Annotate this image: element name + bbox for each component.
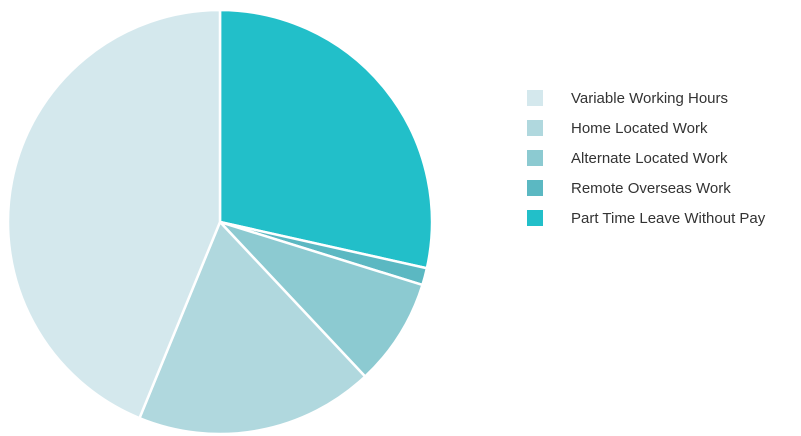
legend-swatch-home-located-work — [527, 120, 543, 136]
legend-item-alternate-located-work: Alternate Located Work — [527, 150, 728, 167]
legend: Variable Working Hours Home Located Work A… — [527, 90, 766, 227]
legend-swatch-remote-overseas-work — [527, 180, 543, 196]
pie-slice-variable-working-hours — [6, 8, 222, 420]
legend-swatch-alternate-located-work — [527, 150, 543, 166]
legend-label-variable-working-hours: Variable Working Hours — [571, 90, 728, 107]
pie-slices — [6, 8, 434, 436]
pie-slice-part-time-leave-without-pay — [218, 8, 434, 270]
legend-item-part-time-leave-without-pay: Part Time Leave Without Pay — [527, 210, 766, 227]
legend-label-part-time-leave-without-pay: Part Time Leave Without Pay — [571, 210, 766, 227]
legend-item-home-located-work: Home Located Work — [527, 120, 708, 137]
legend-label-alternate-located-work: Alternate Located Work — [571, 150, 728, 167]
legend-item-variable-working-hours: Variable Working Hours — [527, 90, 728, 107]
legend-swatch-part-time-leave-without-pay — [527, 210, 543, 226]
pie-slice-home-located-work — [138, 220, 367, 436]
pie-slice-alternate-located-work — [218, 220, 424, 378]
legend-label-remote-overseas-work: Remote Overseas Work — [571, 180, 731, 197]
legend-swatch-variable-working-hours — [527, 90, 543, 106]
legend-item-remote-overseas-work: Remote Overseas Work — [527, 180, 731, 197]
legend-label-home-located-work: Home Located Work — [571, 120, 708, 137]
